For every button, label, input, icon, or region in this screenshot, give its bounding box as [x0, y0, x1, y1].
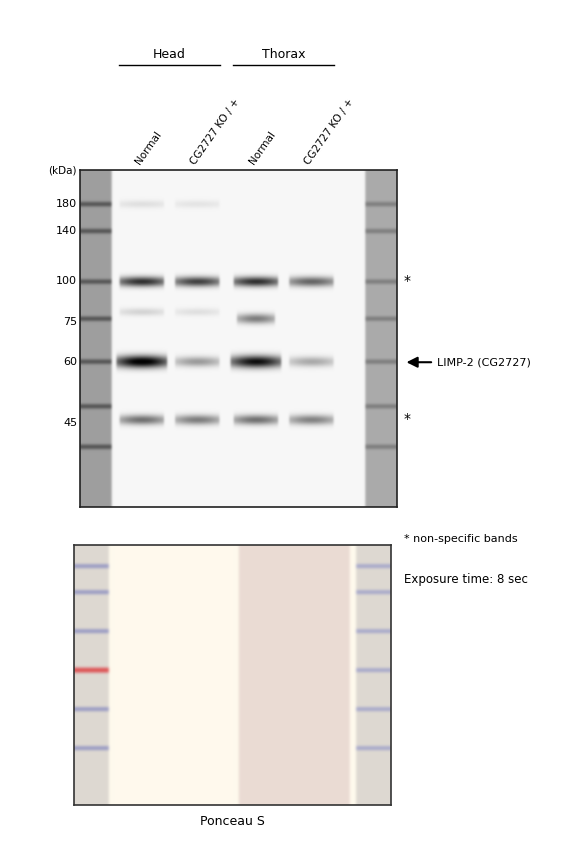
Text: Head: Head [153, 49, 186, 61]
Text: 100: 100 [56, 276, 77, 286]
Text: 45: 45 [63, 417, 77, 428]
Text: 140: 140 [56, 226, 77, 236]
Text: 180: 180 [56, 199, 77, 209]
Text: CG2727 KO / +: CG2727 KO / + [189, 96, 242, 166]
Text: (kDa): (kDa) [49, 165, 77, 176]
Text: 60: 60 [63, 357, 77, 367]
Text: Normal: Normal [248, 130, 278, 166]
Text: *: * [404, 274, 411, 289]
Text: Normal: Normal [134, 130, 163, 166]
Text: *: * [404, 412, 411, 427]
Text: *: * [252, 312, 259, 325]
Text: Thorax: Thorax [262, 49, 305, 61]
Text: * non-specific bands: * non-specific bands [404, 534, 517, 544]
Text: 75: 75 [63, 317, 77, 327]
Text: LIMP-2 (CG2727): LIMP-2 (CG2727) [437, 357, 530, 367]
Text: Ponceau S: Ponceau S [200, 815, 265, 828]
Text: CG2727 KO / +: CG2727 KO / + [303, 96, 356, 166]
Text: Exposure time: 8 sec: Exposure time: 8 sec [404, 573, 528, 586]
